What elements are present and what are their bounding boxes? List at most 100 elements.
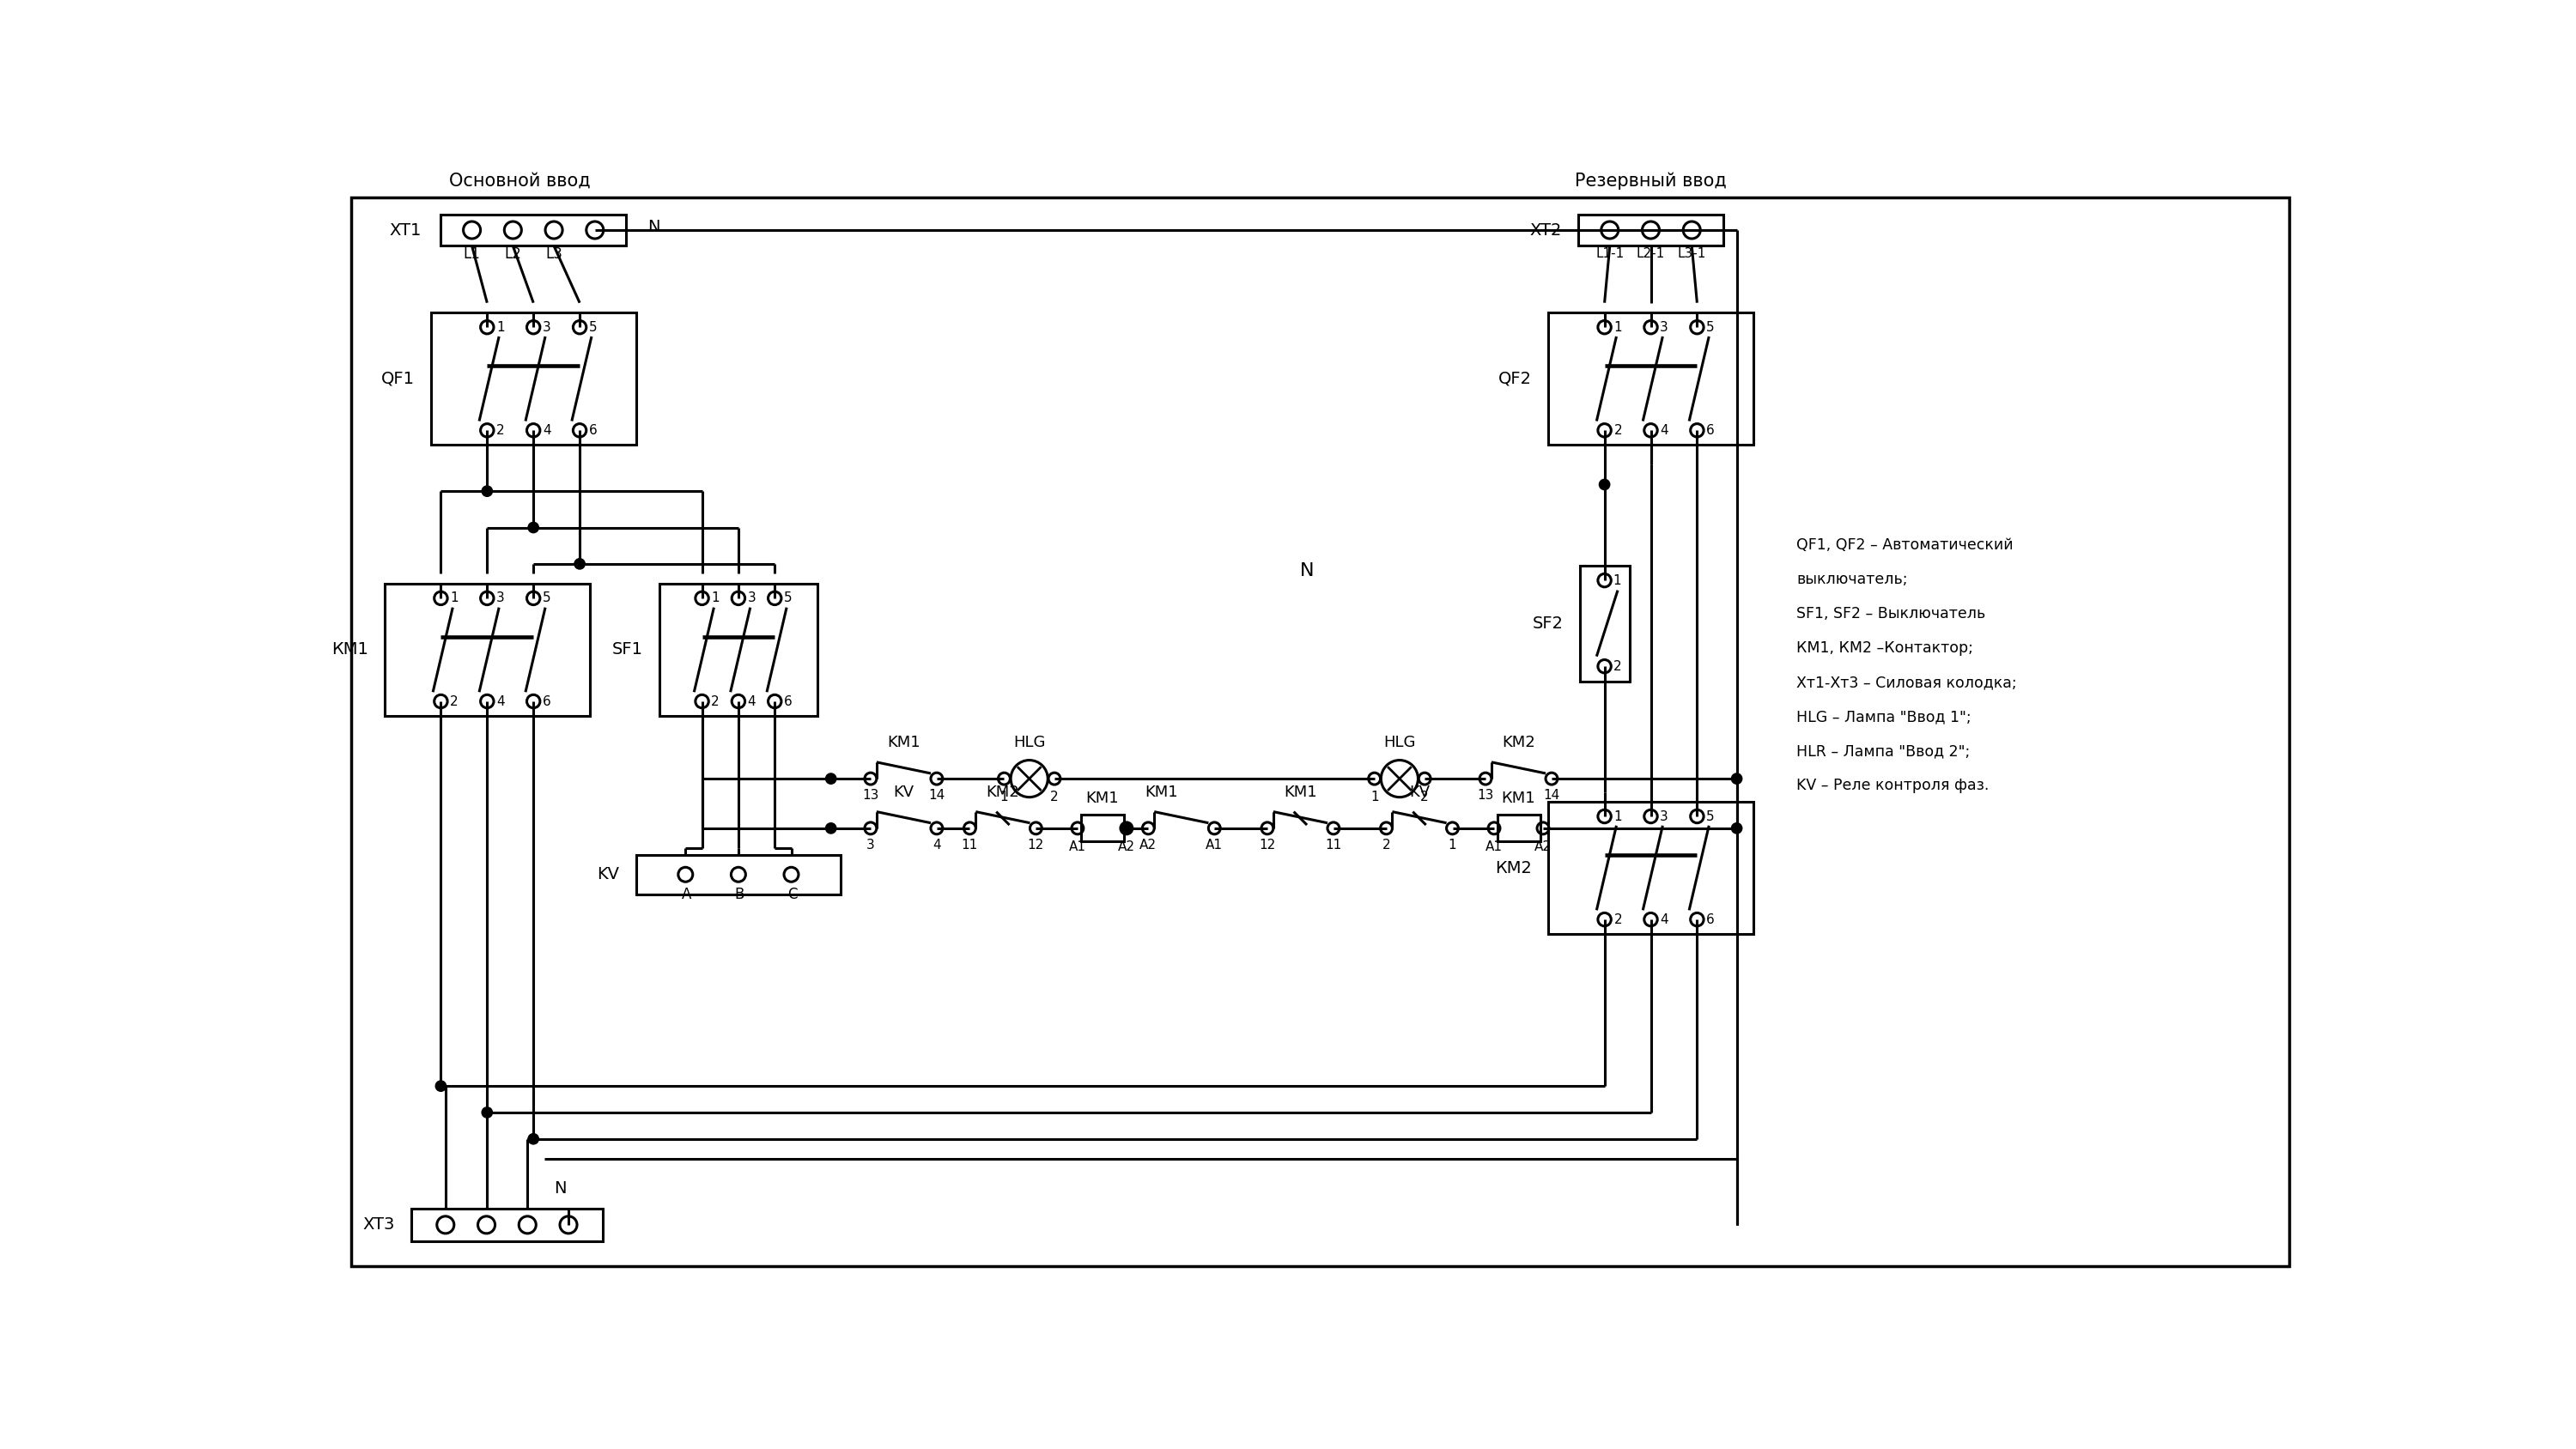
Text: Резервный ввод: Резервный ввод xyxy=(1574,171,1726,190)
Text: 4: 4 xyxy=(933,839,940,851)
Text: N: N xyxy=(1301,562,1314,580)
Text: 13: 13 xyxy=(1476,788,1494,801)
Text: 2: 2 xyxy=(1613,425,1623,436)
Text: A2: A2 xyxy=(1535,840,1551,853)
Text: N: N xyxy=(554,1181,567,1197)
Text: 1: 1 xyxy=(1370,791,1378,804)
Text: QF2: QF2 xyxy=(1499,371,1533,387)
Bar xyxy=(1579,214,1723,246)
Circle shape xyxy=(435,1081,446,1091)
Text: KV – Реле контроля фаз.: KV – Реле контроля фаз. xyxy=(1795,778,1989,794)
Bar xyxy=(1548,801,1754,935)
Bar xyxy=(1548,313,1754,445)
Text: 14: 14 xyxy=(1543,788,1561,801)
Text: 12: 12 xyxy=(1260,839,1275,851)
Circle shape xyxy=(827,823,837,833)
Text: A1: A1 xyxy=(1069,840,1087,853)
Text: выключатель;: выключатель; xyxy=(1795,572,1906,587)
Text: 4: 4 xyxy=(1659,913,1669,926)
Text: A2: A2 xyxy=(1118,840,1136,853)
Circle shape xyxy=(1600,480,1610,490)
Text: KM1: KM1 xyxy=(886,735,920,751)
Text: 5: 5 xyxy=(1705,810,1716,823)
Text: QF1, QF2 – Автоматический: QF1, QF2 – Автоматический xyxy=(1795,538,2014,554)
Text: HLG: HLG xyxy=(1383,735,1417,751)
Text: SF1: SF1 xyxy=(611,642,641,658)
Circle shape xyxy=(1731,823,1741,833)
Circle shape xyxy=(528,1133,538,1145)
Text: 2: 2 xyxy=(497,425,505,436)
Bar xyxy=(412,1208,603,1242)
Text: 13: 13 xyxy=(863,788,878,801)
Text: Хт1-Хт3 – Силовая колодка;: Хт1-Хт3 – Силовая колодка; xyxy=(1795,675,2017,690)
Text: 11: 11 xyxy=(1324,839,1342,851)
Text: 5: 5 xyxy=(783,591,793,604)
Text: 3: 3 xyxy=(866,839,876,851)
Text: L1: L1 xyxy=(464,246,482,262)
Text: 6: 6 xyxy=(1705,913,1716,926)
Text: 2: 2 xyxy=(1613,913,1623,926)
Bar xyxy=(430,313,636,445)
Text: 1: 1 xyxy=(1448,839,1455,851)
Text: 6: 6 xyxy=(590,425,598,436)
Bar xyxy=(1497,814,1540,842)
Text: HLG: HLG xyxy=(1012,735,1046,751)
Text: XT2: XT2 xyxy=(1530,222,1561,238)
Text: КМ2: КМ2 xyxy=(1494,859,1533,877)
Bar xyxy=(636,855,840,894)
Text: L1-1: L1-1 xyxy=(1595,248,1623,261)
Text: 1: 1 xyxy=(999,791,1007,804)
Bar xyxy=(1579,567,1631,681)
Circle shape xyxy=(482,1107,492,1117)
Text: KV: KV xyxy=(1409,784,1430,800)
Text: 6: 6 xyxy=(544,696,551,707)
Text: 5: 5 xyxy=(1705,320,1716,333)
Text: 1: 1 xyxy=(497,320,505,333)
Circle shape xyxy=(1731,774,1741,784)
Text: 1: 1 xyxy=(451,591,459,604)
Text: HLR – Лампа "Ввод 2";: HLR – Лампа "Ввод 2"; xyxy=(1795,743,1971,759)
Text: L3-1: L3-1 xyxy=(1677,248,1705,261)
Text: A2: A2 xyxy=(1139,839,1157,851)
Text: SF2: SF2 xyxy=(1533,616,1564,632)
Circle shape xyxy=(827,774,837,784)
Text: КМ1: КМ1 xyxy=(1502,791,1535,806)
Text: 2: 2 xyxy=(1051,791,1059,804)
Text: 3: 3 xyxy=(544,320,551,333)
Text: KM2: KM2 xyxy=(1502,735,1535,751)
Text: KM1: KM1 xyxy=(1283,784,1316,800)
Text: L2: L2 xyxy=(505,246,520,262)
Text: A1: A1 xyxy=(1486,840,1502,853)
Text: 4: 4 xyxy=(497,696,505,707)
Bar xyxy=(1082,814,1123,842)
Circle shape xyxy=(574,558,585,569)
Text: QF1: QF1 xyxy=(381,371,415,387)
Text: 11: 11 xyxy=(961,839,979,851)
Text: 2: 2 xyxy=(1613,659,1620,672)
Text: 12: 12 xyxy=(1028,839,1043,851)
Text: КМ1, КМ2 –Контактор;: КМ1, КМ2 –Контактор; xyxy=(1795,640,1973,656)
Text: N: N xyxy=(647,219,659,235)
Text: 5: 5 xyxy=(590,320,598,333)
Text: 3: 3 xyxy=(747,591,755,604)
Bar xyxy=(440,214,626,246)
Circle shape xyxy=(528,522,538,533)
Text: 3: 3 xyxy=(1659,810,1669,823)
Text: 5: 5 xyxy=(544,591,551,604)
Text: B: B xyxy=(734,887,744,903)
Circle shape xyxy=(482,485,492,497)
Text: L3: L3 xyxy=(546,246,562,262)
Text: 3: 3 xyxy=(1659,320,1669,333)
Text: 6: 6 xyxy=(1705,425,1716,436)
Text: KM2: KM2 xyxy=(987,784,1020,800)
Text: SF1, SF2 – Выключатель: SF1, SF2 – Выключатель xyxy=(1795,606,1986,622)
Text: 1: 1 xyxy=(1613,574,1620,587)
Text: 4: 4 xyxy=(544,425,551,436)
Text: 1: 1 xyxy=(711,591,719,604)
Text: HLG – Лампа "Ввод 1";: HLG – Лампа "Ввод 1"; xyxy=(1795,709,1971,724)
Text: KM1: KM1 xyxy=(1084,791,1118,806)
Text: KM1: KM1 xyxy=(1144,784,1177,800)
Text: Основной ввод: Основной ввод xyxy=(448,172,590,188)
Circle shape xyxy=(1121,823,1131,833)
Text: КМ1: КМ1 xyxy=(332,642,368,658)
